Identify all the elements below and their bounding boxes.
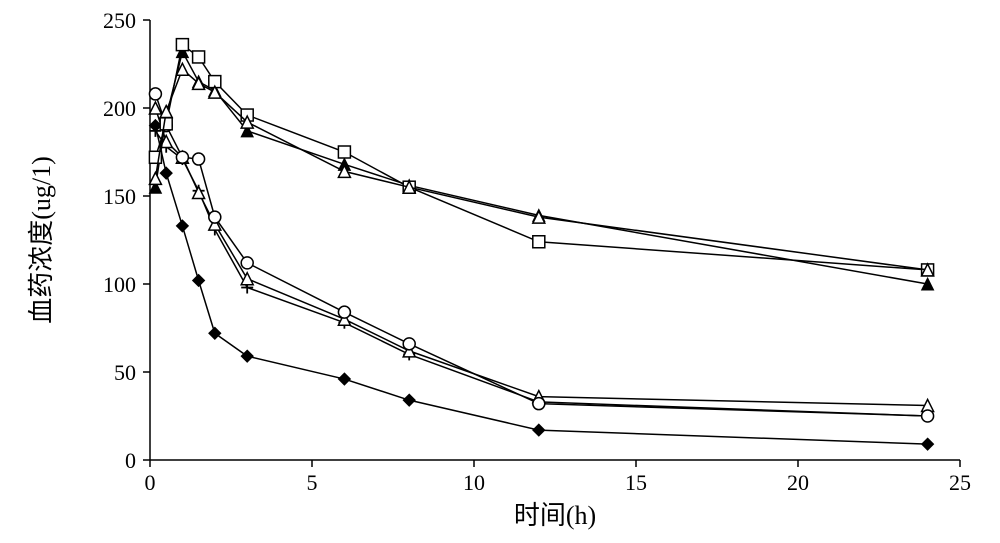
- marker: [209, 211, 221, 223]
- x-tick-label: 0: [145, 470, 156, 495]
- marker: [193, 153, 205, 165]
- series-line: [155, 94, 927, 416]
- marker: [176, 220, 188, 232]
- x-tick-label: 25: [949, 470, 971, 495]
- x-tick-label: 5: [307, 470, 318, 495]
- series-line: [155, 131, 927, 416]
- marker: [533, 398, 545, 410]
- series-line: [155, 108, 927, 405]
- x-tick-label: 10: [463, 470, 485, 495]
- y-tick-label: 0: [125, 448, 136, 473]
- marker: [338, 373, 350, 385]
- y-tick-label: 100: [103, 272, 136, 297]
- marker: [403, 394, 415, 406]
- marker: [160, 118, 172, 130]
- y-tick-label: 50: [114, 360, 136, 385]
- x-axis-label: 时间(h): [514, 501, 596, 530]
- y-tick-label: 250: [103, 8, 136, 33]
- x-tick-label: 15: [625, 470, 647, 495]
- marker: [241, 350, 253, 362]
- marker: [149, 88, 161, 100]
- chart-svg: 0510152025050100150200250时间(h)血药浓度(ug/1): [0, 0, 1000, 543]
- pk-chart: 0510152025050100150200250时间(h)血药浓度(ug/1): [0, 0, 1000, 543]
- marker: [193, 51, 205, 63]
- marker: [149, 172, 161, 184]
- marker: [176, 39, 188, 51]
- marker: [403, 338, 415, 350]
- marker: [922, 438, 934, 450]
- marker: [193, 274, 205, 286]
- x-tick-label: 20: [787, 470, 809, 495]
- y-tick-label: 150: [103, 184, 136, 209]
- series-line: [155, 52, 927, 284]
- marker: [338, 306, 350, 318]
- marker: [533, 236, 545, 248]
- marker: [160, 167, 172, 179]
- marker: [193, 186, 205, 198]
- marker: [209, 327, 221, 339]
- marker: [922, 410, 934, 422]
- marker: [338, 146, 350, 158]
- marker: [176, 151, 188, 163]
- marker: [533, 424, 545, 436]
- y-axis-label: 血药浓度(ug/1): [27, 156, 56, 324]
- y-tick-label: 200: [103, 96, 136, 121]
- marker: [241, 257, 253, 269]
